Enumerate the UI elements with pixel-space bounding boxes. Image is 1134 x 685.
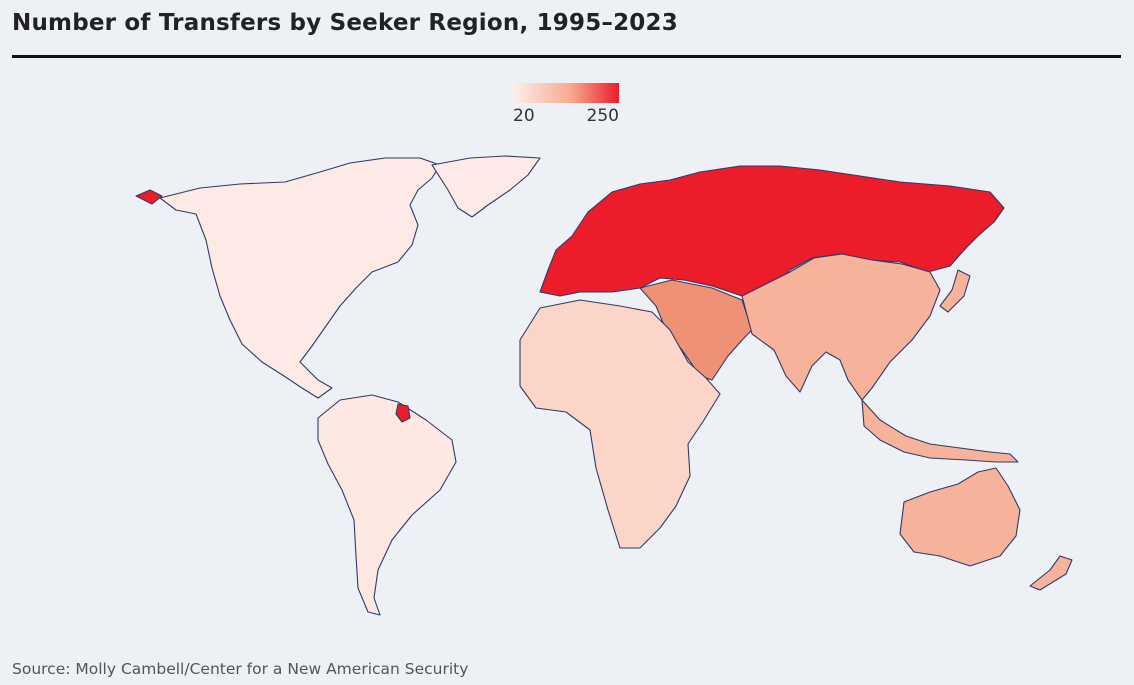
region-southeast-asia[interactable] [861,399,1019,463]
region-australia[interactable] [899,467,1021,567]
region-europe-russia[interactable] [539,165,1005,297]
source-note: Source: Molly Cambell/Center for a New A… [12,660,469,678]
region-alaska-tip[interactable] [135,189,163,205]
world-map-svg [135,155,1073,616]
color-legend: 20 250 [513,83,619,128]
region-french-guiana[interactable] [395,403,411,423]
legend-gradient-bar [513,83,619,103]
legend-labels: 20 250 [513,106,619,128]
region-south-america[interactable] [317,394,457,616]
world-map [0,130,1134,659]
legend-max-label: 250 [586,106,619,126]
region-africa[interactable] [519,299,721,549]
chart-title: Number of Transfers by Seeker Region, 19… [12,10,678,36]
region-new-zealand[interactable] [1029,555,1073,591]
region-japan[interactable] [939,269,971,313]
region-asia[interactable] [741,253,941,401]
region-north-america[interactable] [159,157,441,399]
title-divider [12,55,1121,58]
legend-min-label: 20 [513,106,535,126]
region-greenland[interactable] [431,155,541,218]
